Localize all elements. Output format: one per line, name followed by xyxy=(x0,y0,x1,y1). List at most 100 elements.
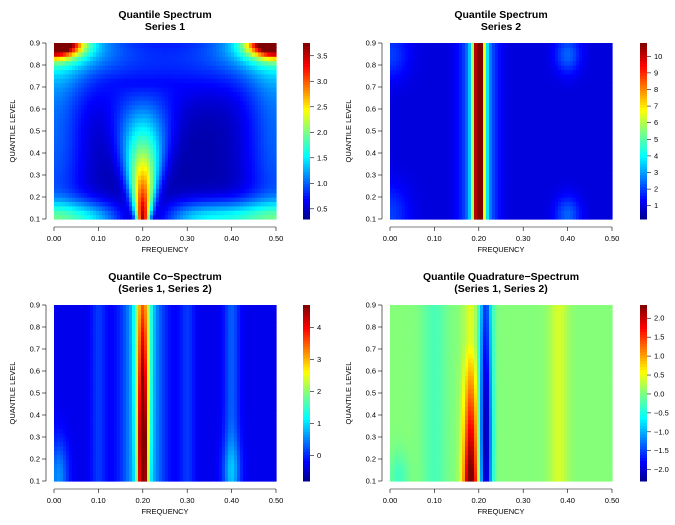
heatmap-cell xyxy=(432,60,436,66)
heatmap-cell xyxy=(165,166,169,172)
heatmap-cell xyxy=(480,82,484,88)
heatmap-cell xyxy=(129,214,133,220)
heatmap-cell xyxy=(438,104,442,110)
heatmap-cell xyxy=(261,91,265,97)
heatmap-cell xyxy=(444,188,448,194)
heatmap-cell xyxy=(63,139,67,145)
heatmap-cell xyxy=(438,148,442,154)
heatmap-cell xyxy=(438,153,442,158)
heatmap-cell xyxy=(465,170,469,176)
heatmap-cell xyxy=(54,144,58,150)
heatmap-cell xyxy=(399,197,403,202)
heatmap-cell xyxy=(126,73,130,79)
heatmap-cell xyxy=(225,210,229,216)
heatmap-cell xyxy=(396,131,400,136)
heatmap-cell xyxy=(159,131,163,136)
heatmap-cell xyxy=(246,214,250,220)
heatmap-cell xyxy=(264,60,268,66)
heatmap-cell xyxy=(168,170,172,176)
heatmap-cell xyxy=(207,91,211,97)
heatmap-cell xyxy=(474,91,478,97)
heatmap-cell xyxy=(60,188,64,194)
heatmap-cell xyxy=(183,175,187,180)
heatmap-cell xyxy=(459,175,463,180)
heatmap-cell xyxy=(129,65,133,70)
heatmap-cell xyxy=(225,126,229,132)
heatmap-cell xyxy=(390,183,394,189)
heatmap-cell xyxy=(69,192,73,198)
heatmap-cell xyxy=(69,65,73,70)
heatmap-cell xyxy=(105,170,109,176)
heatmap-cell xyxy=(414,47,418,53)
heatmap-cell xyxy=(456,183,460,189)
heatmap-cell xyxy=(411,192,415,198)
heatmap-cell xyxy=(120,100,124,106)
heatmap-cell xyxy=(186,91,190,97)
heatmap-cell xyxy=(90,139,94,145)
heatmap-cell xyxy=(399,117,403,123)
heatmap-cell xyxy=(180,188,184,194)
heatmap-cell xyxy=(465,109,469,114)
heatmap-cell xyxy=(57,131,61,136)
heatmap-cell xyxy=(180,60,184,66)
heatmap-cell xyxy=(462,188,466,194)
heatmap-cell xyxy=(129,69,133,75)
heatmap-cell xyxy=(81,87,85,92)
heatmap-cell xyxy=(264,135,268,141)
heatmap-cell xyxy=(105,104,109,110)
heatmap-cell xyxy=(114,157,118,163)
heatmap-cell xyxy=(462,179,466,185)
heatmap-cell xyxy=(468,197,472,202)
heatmap-cell xyxy=(249,175,253,180)
heatmap-cell xyxy=(246,210,250,216)
heatmap-cell xyxy=(87,122,91,128)
heatmap-cell xyxy=(273,192,277,198)
heatmap-cell xyxy=(240,122,244,128)
heatmap-cell xyxy=(57,69,61,75)
heatmap-cell xyxy=(132,179,136,185)
heatmap-cell xyxy=(270,139,274,145)
heatmap-cell xyxy=(237,69,241,75)
heatmap-cell xyxy=(138,56,142,62)
heatmap-cell xyxy=(474,144,478,150)
heatmap-cell xyxy=(255,210,259,216)
heatmap-cell xyxy=(249,192,253,198)
heatmap-cell xyxy=(240,161,244,167)
heatmap-cell xyxy=(456,126,460,132)
heatmap-cell xyxy=(414,56,418,62)
heatmap-cell xyxy=(180,210,184,216)
heatmap-cell xyxy=(486,161,490,167)
heatmap-cell xyxy=(480,113,484,119)
heatmap-cell xyxy=(420,135,424,141)
colorbar-tick-label: 1.0 xyxy=(317,179,327,188)
heatmap-cell xyxy=(399,51,403,57)
heatmap-cell xyxy=(249,179,253,185)
heatmap-cell xyxy=(72,201,76,207)
heatmap-cell xyxy=(147,78,151,84)
heatmap-cell xyxy=(75,131,79,136)
heatmap-cell xyxy=(180,95,184,101)
heatmap-cell xyxy=(126,161,130,167)
heatmap-cell xyxy=(213,179,217,185)
heatmap-cell xyxy=(201,78,205,84)
heatmap-cell xyxy=(468,109,472,114)
heatmap-cell xyxy=(114,179,118,185)
heatmap-cell xyxy=(99,210,103,216)
heatmap-cell xyxy=(453,43,457,48)
heatmap-cell xyxy=(66,82,70,88)
heatmap-cell xyxy=(237,139,241,145)
heatmap-cell xyxy=(228,148,232,154)
heatmap-cell xyxy=(486,73,490,79)
heatmap-cell xyxy=(459,100,463,106)
heatmap-cell xyxy=(165,113,169,119)
heatmap-cell xyxy=(270,161,274,167)
heatmap-cell xyxy=(78,82,82,88)
heatmap-cell xyxy=(66,78,70,84)
heatmap-cell xyxy=(117,170,121,176)
heatmap-cell xyxy=(180,214,184,220)
heatmap-cell xyxy=(63,205,67,211)
heatmap-cell xyxy=(396,166,400,172)
heatmap-cell xyxy=(420,104,424,110)
heatmap-cell xyxy=(468,192,472,198)
